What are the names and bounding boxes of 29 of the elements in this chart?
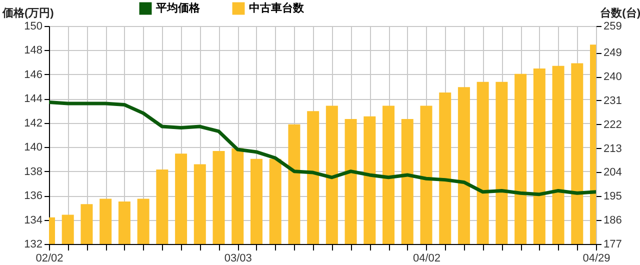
x-tick-label: 04/29 [582,252,610,264]
y2-tick-label: 240 [604,71,622,84]
y2-tick-label: 249 [604,47,622,60]
y2-tick-label: 177 [604,238,622,250]
y2-tick-label: 259 [604,20,622,32]
y-tick-label: 132 [24,238,42,250]
y2-axis-title: 台数(台) [600,6,640,20]
line-series [49,100,596,196]
y2-tick-label: 231 [604,94,622,107]
y2-tick-label: 222 [604,118,622,131]
y-tick-label: 146 [24,68,42,81]
x-tick-label: 02/02 [36,252,64,264]
y2-tick-label: 213 [604,142,622,155]
y-axis-title: 価格(万円) [2,6,54,20]
y2-tick-label: 204 [604,166,622,179]
y-tick-label: 136 [24,190,42,202]
y-tick-label: 150 [24,20,42,32]
x-tick-label: 03/03 [224,252,252,264]
y-tick-label: 140 [24,142,42,154]
y2-tick-label: 186 [604,214,622,227]
x-tick-label: 04/02 [412,252,441,264]
legend-label: 平均価格 [155,2,201,15]
legend-label: 中古車台数 [249,2,305,15]
y-tick-label: 138 [24,166,42,178]
y-tick-label: 144 [24,93,42,106]
y-tick-label: 148 [24,44,42,57]
y-tick-label: 142 [24,117,42,130]
y2-tick-label: 195 [604,190,622,203]
y-tick-label: 134 [24,214,42,226]
